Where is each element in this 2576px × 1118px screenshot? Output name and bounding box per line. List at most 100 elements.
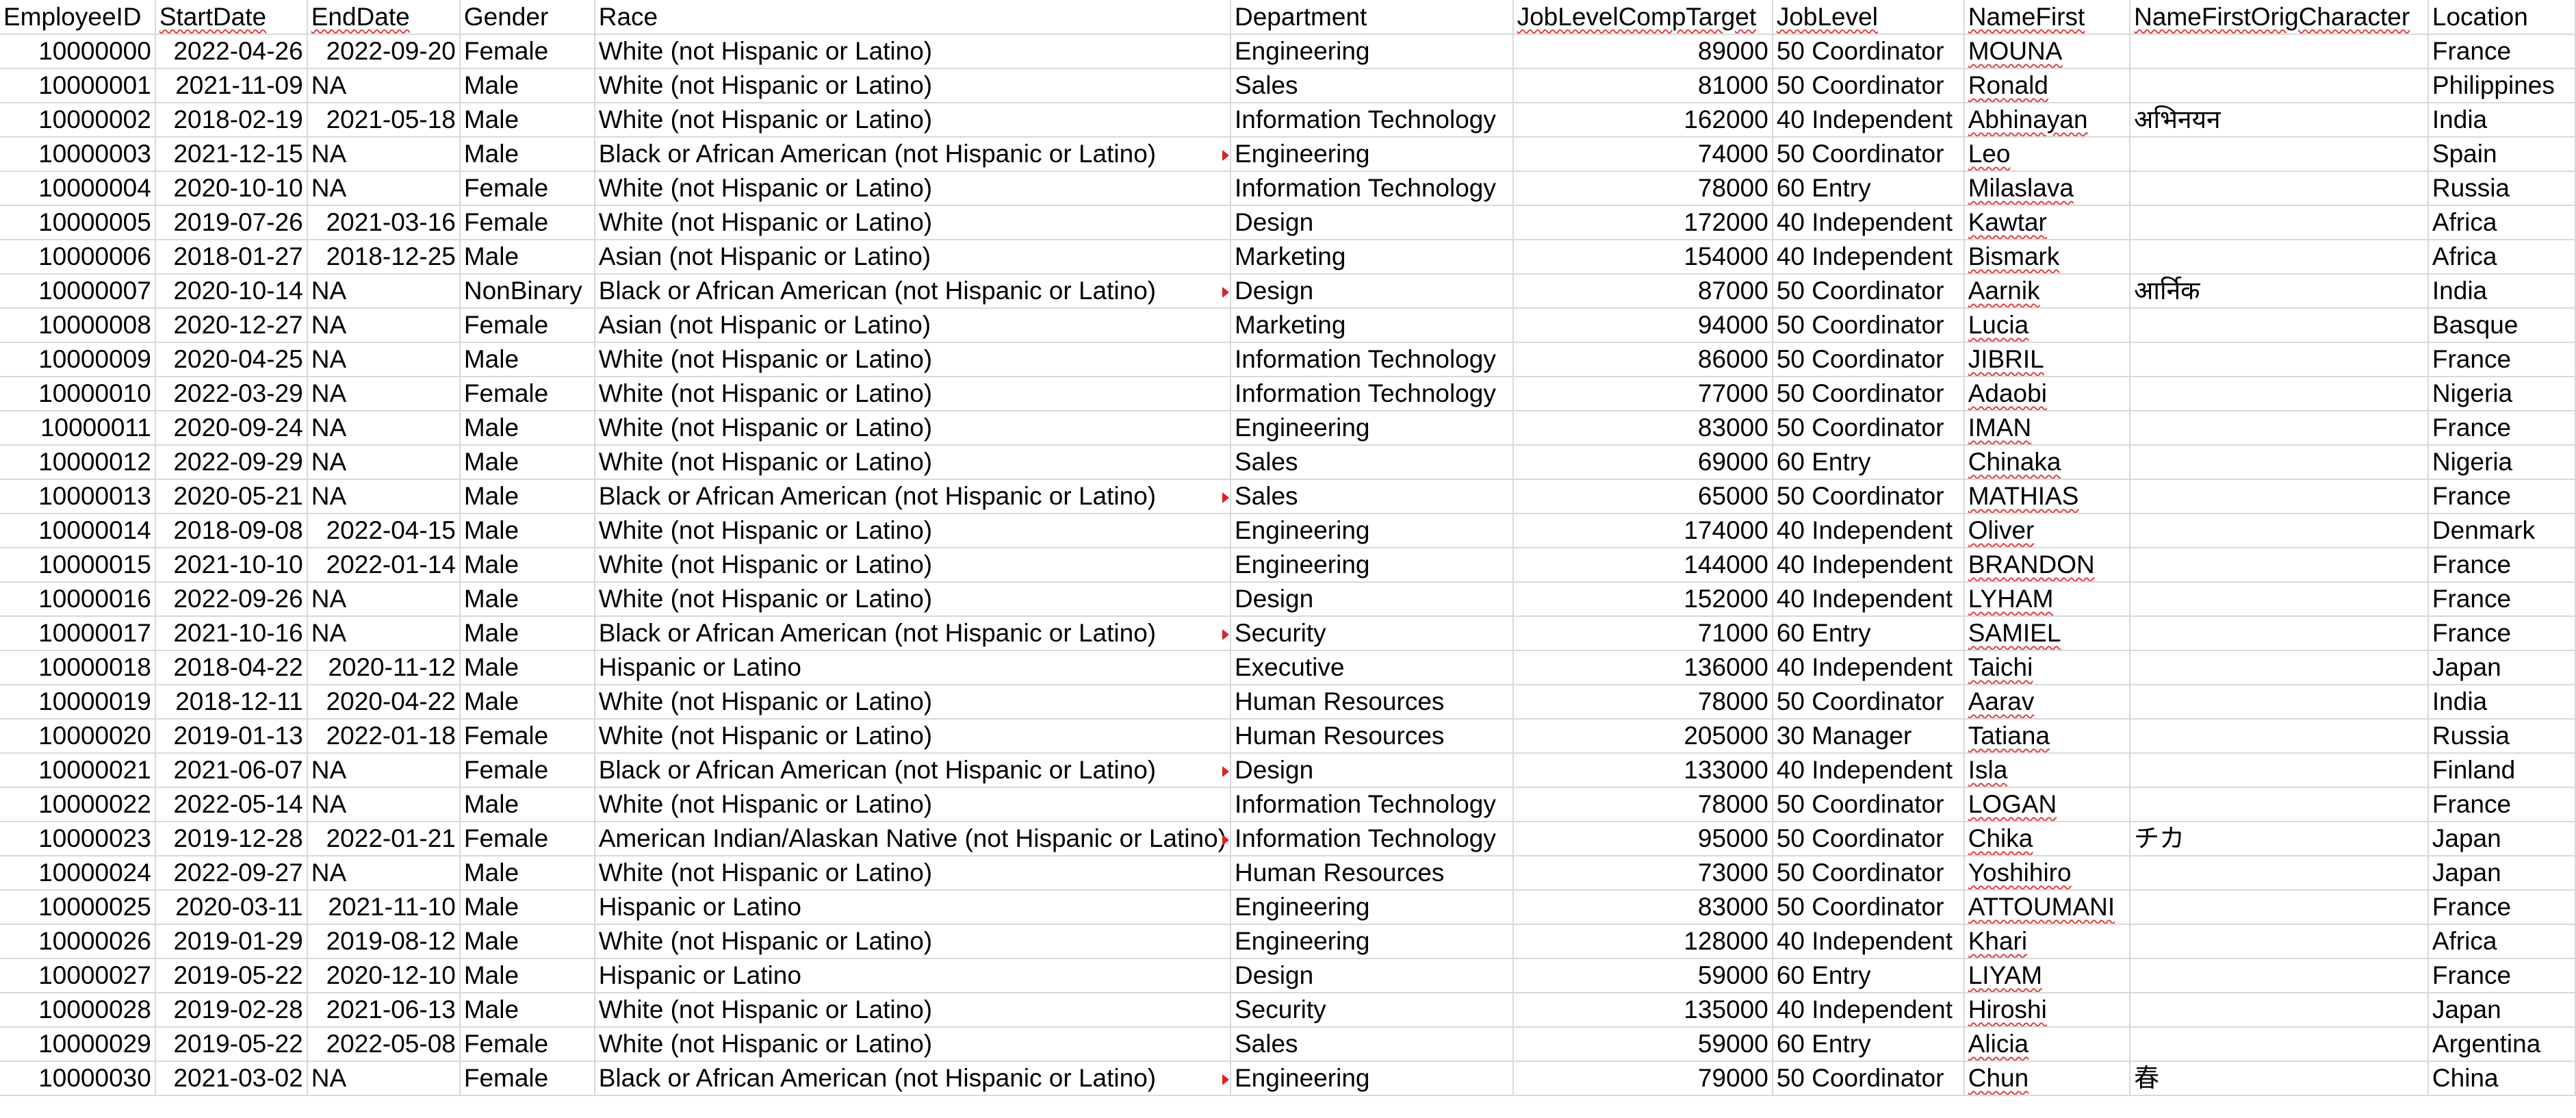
cell-start[interactable]: 2021-12-15	[155, 137, 308, 172]
cell-loc[interactable]: France	[2427, 479, 2576, 514]
cell-race[interactable]: White (not Hispanic or Latino)	[594, 68, 1231, 103]
cell-first[interactable]: Isla	[1963, 753, 2131, 788]
cell-dept[interactable]: Information Technology	[1230, 103, 1514, 138]
cell-level[interactable]: 50 Coordinator	[1772, 342, 1965, 377]
cell-level[interactable]: 60 Entry	[1772, 1027, 1965, 1062]
cell-race[interactable]: White (not Hispanic or Latino)	[594, 34, 1231, 69]
cell-dept[interactable]: Human Resources	[1230, 856, 1514, 891]
cell-first[interactable]: Tatiana	[1963, 719, 2131, 754]
cell-orig[interactable]	[2130, 1027, 2429, 1062]
cell-loc[interactable]: Finland	[2427, 753, 2576, 788]
cell-loc[interactable]: Denmark	[2427, 513, 2576, 548]
cell-gender[interactable]: Female	[459, 171, 595, 206]
cell-gender[interactable]: NonBinary	[459, 274, 595, 309]
cell-orig[interactable]	[2130, 308, 2429, 343]
cell-loc[interactable]: India	[2427, 103, 2576, 138]
cell-id[interactable]: 10000029	[0, 1027, 156, 1062]
column-header-race[interactable]: Race	[594, 0, 1231, 35]
cell-orig[interactable]	[2130, 856, 2429, 891]
cell-id[interactable]: 10000028	[0, 993, 156, 1028]
cell-level[interactable]: 50 Coordinator	[1772, 137, 1965, 172]
cell-orig[interactable]	[2130, 205, 2429, 240]
cell-orig[interactable]	[2130, 890, 2429, 925]
cell-id[interactable]: 10000027	[0, 958, 156, 993]
cell-end[interactable]: NA	[307, 616, 461, 651]
cell-id[interactable]: 10000008	[0, 308, 156, 343]
cell-first[interactable]: Chun	[1963, 1061, 2131, 1096]
cell-loc[interactable]: Nigeria	[2427, 377, 2576, 411]
cell-level[interactable]: 40 Independent	[1772, 548, 1965, 583]
cell-start[interactable]: 2019-05-22	[155, 1027, 308, 1062]
cell-end[interactable]: 2022-05-08	[307, 1027, 461, 1062]
cell-gender[interactable]: Female	[459, 34, 595, 69]
cell-start[interactable]: 2019-01-13	[155, 719, 308, 754]
cell-orig[interactable]	[2130, 685, 2429, 720]
cell-level[interactable]: 40 Independent	[1772, 103, 1965, 138]
cell-dept[interactable]: Marketing	[1230, 308, 1514, 343]
cell-loc[interactable]: India	[2427, 685, 2576, 720]
cell-gender[interactable]: Male	[459, 890, 595, 925]
cell-level[interactable]: 60 Entry	[1772, 958, 1965, 993]
cell-start[interactable]: 2020-03-11	[155, 890, 308, 925]
cell-level[interactable]: 50 Coordinator	[1772, 68, 1965, 103]
cell-comp[interactable]: 83000	[1512, 411, 1773, 446]
cell-level[interactable]: 50 Coordinator	[1772, 377, 1965, 411]
cell-level[interactable]: 50 Coordinator	[1772, 822, 1965, 856]
cell-dept[interactable]: Engineering	[1230, 137, 1514, 172]
cell-dept[interactable]: Design	[1230, 582, 1514, 617]
cell-level[interactable]: 50 Coordinator	[1772, 685, 1965, 720]
cell-first[interactable]: Lucia	[1963, 308, 2131, 343]
cell-first[interactable]: Taichi	[1963, 650, 2131, 685]
cell-end[interactable]: NA	[307, 753, 461, 788]
cell-gender[interactable]: Male	[459, 240, 595, 275]
cell-id[interactable]: 10000019	[0, 685, 156, 720]
cell-first[interactable]: Ronald	[1963, 68, 2131, 103]
cell-dept[interactable]: Engineering	[1230, 548, 1514, 583]
cell-start[interactable]: 2020-05-21	[155, 479, 308, 514]
cell-dept[interactable]: Executive	[1230, 650, 1514, 685]
cell-level[interactable]: 50 Coordinator	[1772, 34, 1965, 69]
cell-id[interactable]: 10000001	[0, 68, 156, 103]
cell-start[interactable]: 2021-06-07	[155, 753, 308, 788]
cell-end[interactable]: NA	[307, 856, 461, 891]
cell-race[interactable]: White (not Hispanic or Latino)	[594, 719, 1231, 754]
cell-end[interactable]: NA	[307, 582, 461, 617]
cell-orig[interactable]	[2130, 719, 2429, 754]
cell-comp[interactable]: 133000	[1512, 753, 1773, 788]
cell-orig[interactable]	[2130, 445, 2429, 480]
cell-dept[interactable]: Human Resources	[1230, 685, 1514, 720]
cell-comp[interactable]: 78000	[1512, 171, 1773, 206]
cell-orig[interactable]	[2130, 513, 2429, 548]
cell-dept[interactable]: Information Technology	[1230, 171, 1514, 206]
cell-race[interactable]: Asian (not Hispanic or Latino)	[594, 308, 1231, 343]
cell-first[interactable]: LOGAN	[1963, 787, 2131, 822]
cell-first[interactable]: ATTOUMANI	[1963, 890, 2131, 925]
cell-loc[interactable]: Japan	[2427, 822, 2576, 856]
cell-comp[interactable]: 172000	[1512, 205, 1773, 240]
cell-gender[interactable]: Male	[459, 513, 595, 548]
cell-race[interactable]: White (not Hispanic or Latino)	[594, 342, 1231, 377]
cell-level[interactable]: 40 Independent	[1772, 205, 1965, 240]
cell-id[interactable]: 10000021	[0, 753, 156, 788]
cell-dept[interactable]: Information Technology	[1230, 822, 1514, 856]
cell-orig[interactable]	[2130, 240, 2429, 275]
cell-comp[interactable]: 78000	[1512, 685, 1773, 720]
cell-comp[interactable]: 65000	[1512, 479, 1773, 514]
cell-dept[interactable]: Engineering	[1230, 1061, 1514, 1096]
cell-loc[interactable]: Japan	[2427, 650, 2576, 685]
cell-race[interactable]: White (not Hispanic or Latino)	[594, 411, 1231, 446]
cell-race[interactable]: Black or African American (not Hispanic …	[594, 137, 1231, 172]
cell-comp[interactable]: 144000	[1512, 548, 1773, 583]
cell-level[interactable]: 60 Entry	[1772, 616, 1965, 651]
cell-id[interactable]: 10000000	[0, 34, 156, 69]
cell-first[interactable]: IMAN	[1963, 411, 2131, 446]
cell-dept[interactable]: Information Technology	[1230, 377, 1514, 411]
cell-orig[interactable]: チカ	[2130, 822, 2429, 856]
cell-dept[interactable]: Engineering	[1230, 513, 1514, 548]
cell-id[interactable]: 10000016	[0, 582, 156, 617]
cell-race[interactable]: White (not Hispanic or Latino)	[594, 445, 1231, 480]
cell-end[interactable]: NA	[307, 377, 461, 411]
cell-first[interactable]: Aarnik	[1963, 274, 2131, 309]
cell-id[interactable]: 10000005	[0, 205, 156, 240]
cell-start[interactable]: 2021-10-10	[155, 548, 308, 583]
